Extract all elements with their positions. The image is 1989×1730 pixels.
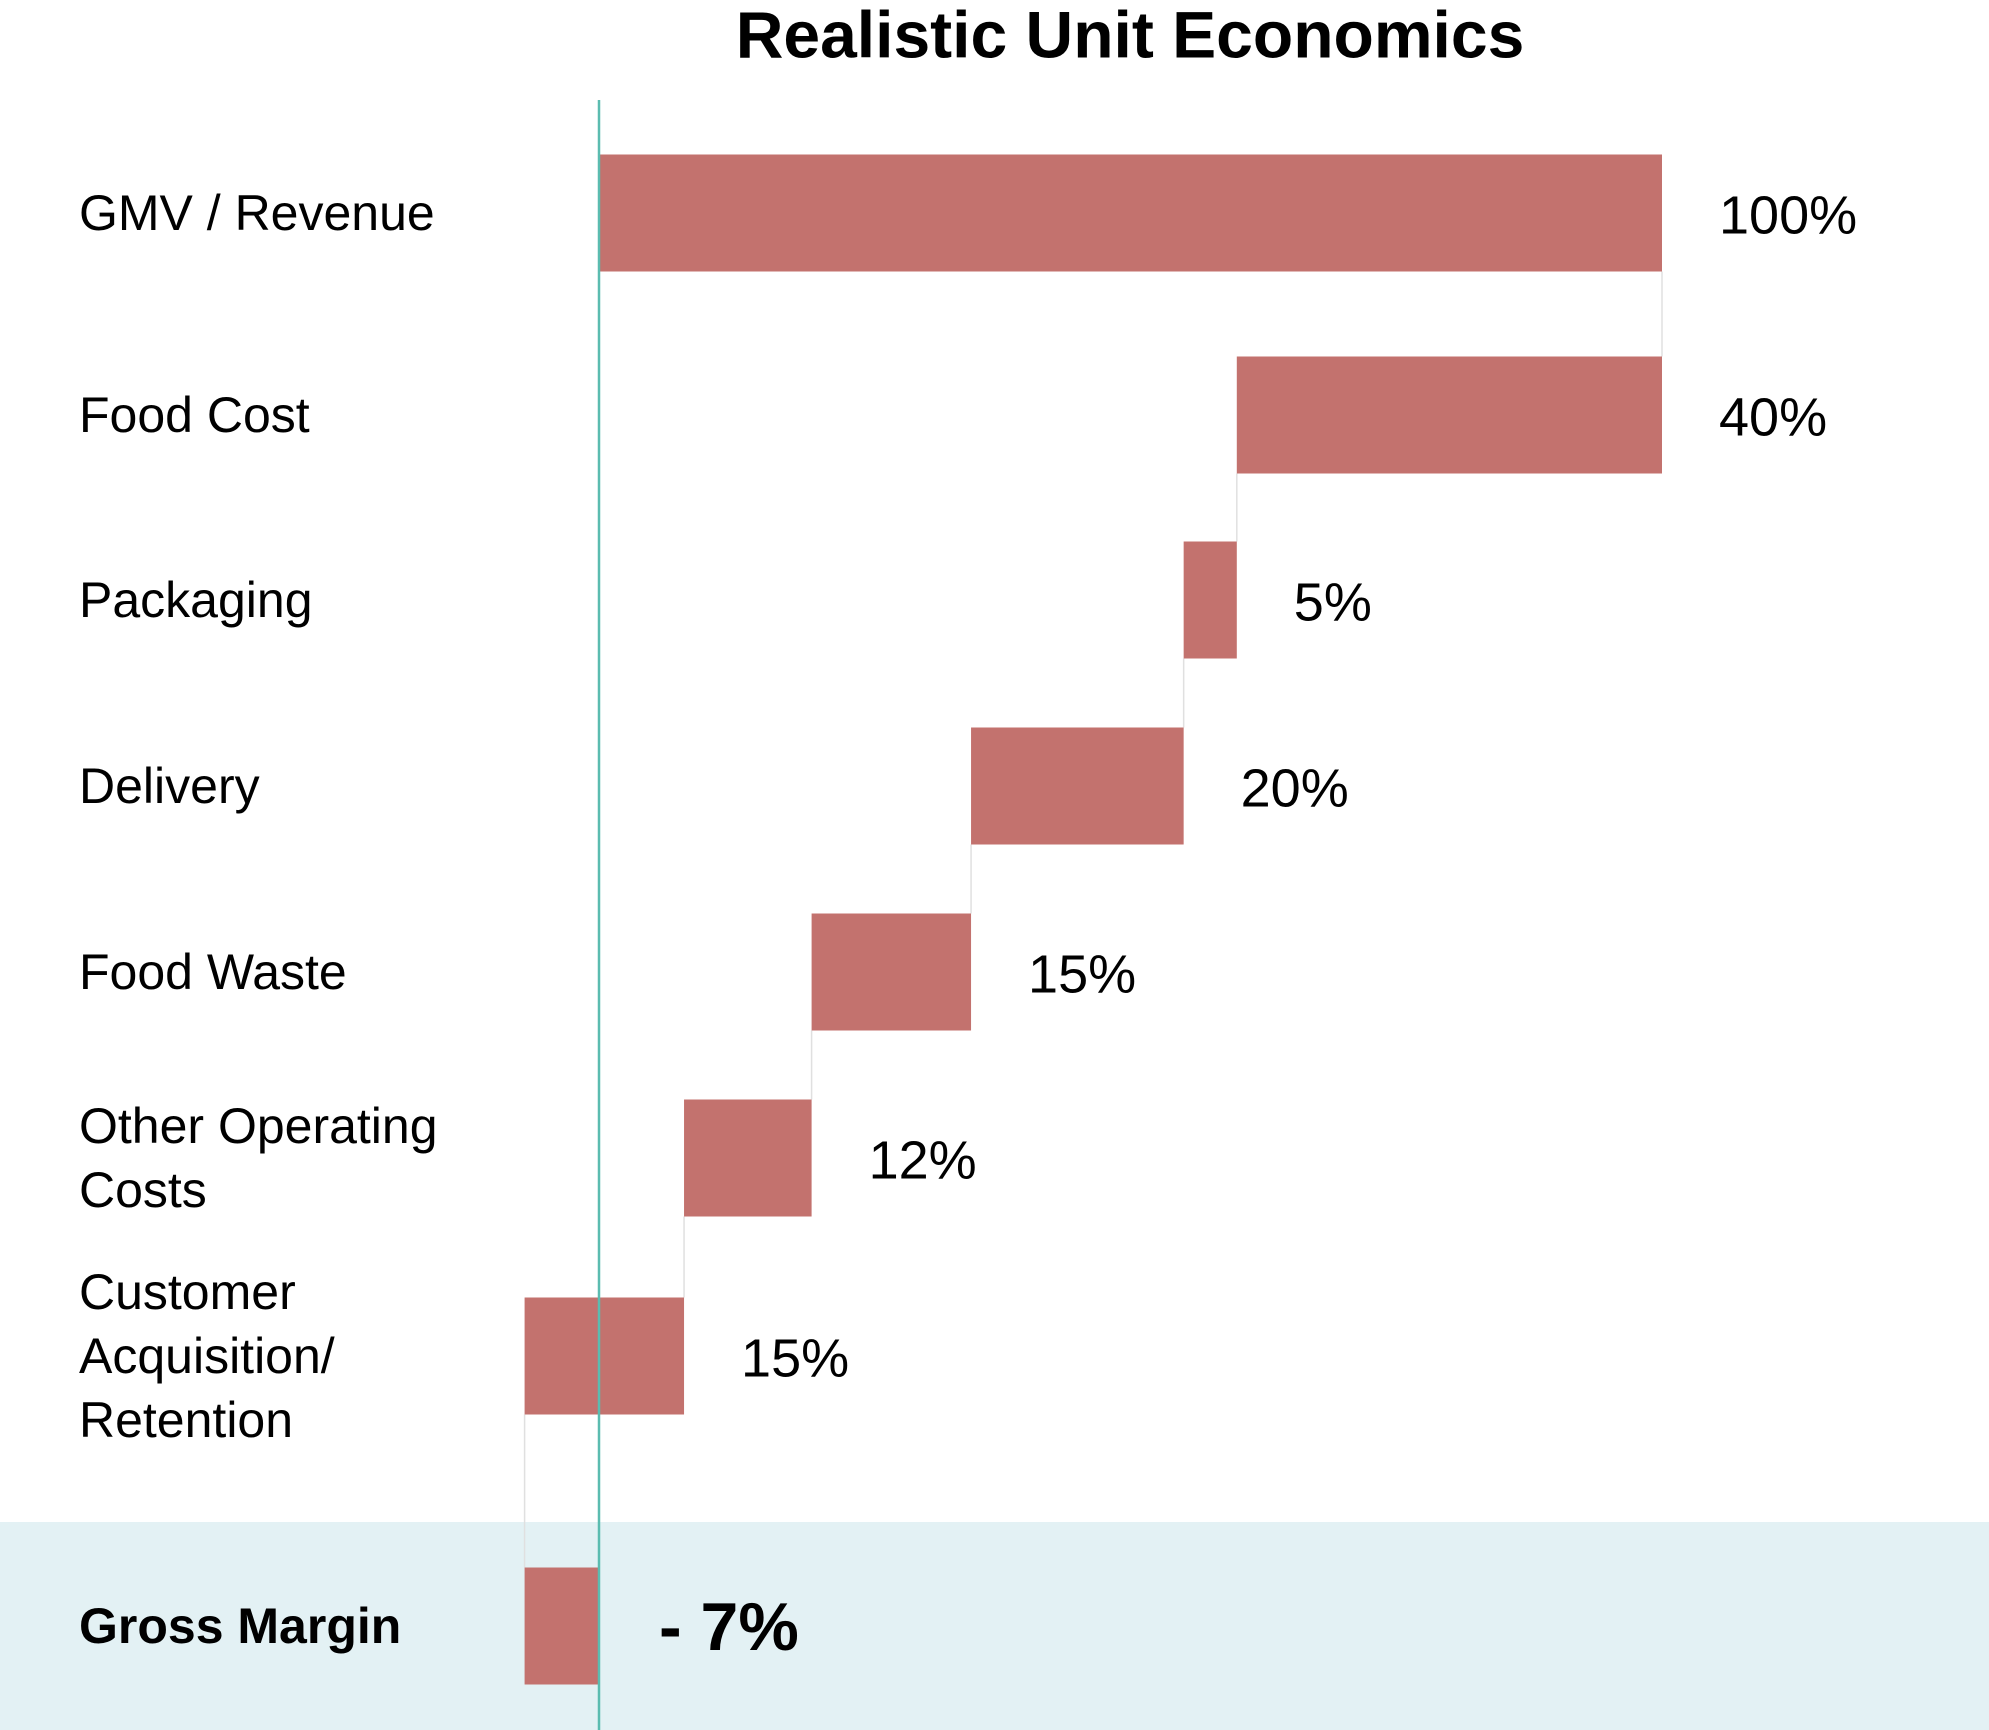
category-label: Gross Margin	[79, 1598, 402, 1654]
value-label: 15%	[741, 1328, 849, 1388]
category-label: Delivery	[79, 758, 260, 814]
category-label: Customer Acquisition/ Retention	[79, 1264, 335, 1448]
chart-title: Realistic Unit Economics	[736, 0, 1525, 71]
bar	[811, 913, 972, 1031]
value-label: 12%	[869, 1130, 977, 1190]
category-label: Food Cost	[79, 387, 310, 443]
bar	[684, 1099, 812, 1217]
value-label: 40%	[1719, 387, 1827, 447]
bar	[599, 154, 1662, 272]
value-label: - 7%	[659, 1589, 799, 1665]
value-label: 20%	[1241, 758, 1349, 818]
category-label: GMV / Revenue	[79, 185, 435, 241]
value-label: 5%	[1294, 572, 1372, 632]
bar	[1183, 541, 1237, 659]
category-label: Other Operating Costs	[79, 1098, 438, 1218]
value-label: 100%	[1719, 185, 1857, 245]
bar	[524, 1567, 599, 1685]
bar	[524, 1297, 685, 1415]
value-label: 15%	[1028, 944, 1136, 1004]
category-label: Food Waste	[79, 944, 347, 1000]
category-label: Packaging	[79, 572, 313, 628]
highlight-band	[0, 1522, 1989, 1730]
bar	[1236, 356, 1662, 474]
bar	[971, 727, 1184, 845]
